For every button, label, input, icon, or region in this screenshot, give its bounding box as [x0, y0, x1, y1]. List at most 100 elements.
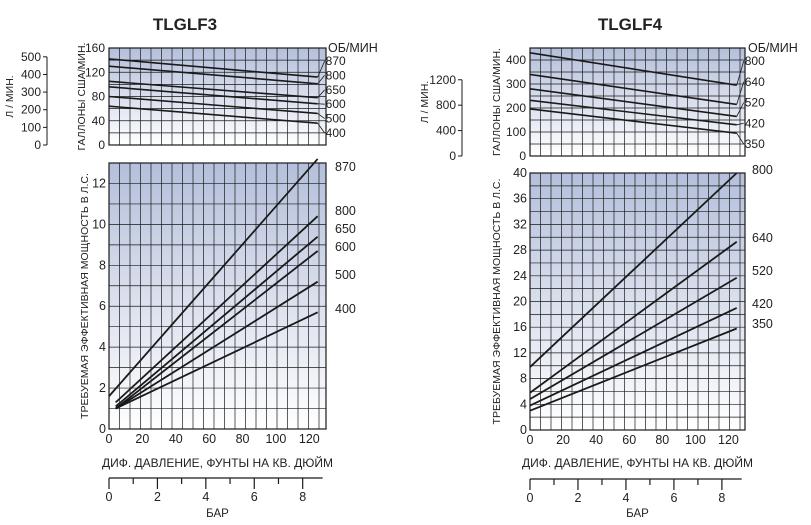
liters-tick-label: 300 — [21, 85, 41, 99]
flow-y-tick-label: 40 — [92, 114, 106, 128]
flow-series-rpm-label: 640 — [745, 75, 765, 89]
power-series-rpm-label: 520 — [752, 264, 773, 278]
power-series-rpm-label: 350 — [752, 317, 773, 331]
power-y-tick-label: 12 — [92, 176, 106, 190]
flow-series-rpm-label: 800 — [326, 68, 346, 82]
power-y-axis-label: ТРЕБУЕМАЯ ЭФФЕКТИВНАЯ МОЩНОСТЬ В Л.С. — [79, 173, 91, 419]
power-x-tick-label: 60 — [622, 433, 636, 447]
bar-tick-label: 8 — [718, 491, 725, 505]
bar-tick-label: 0 — [106, 490, 113, 504]
power-y-tick-label: 28 — [513, 243, 527, 257]
power-y-tick-label: 32 — [513, 217, 527, 231]
power-x-tick-label: 40 — [169, 432, 183, 446]
power-y-tick-label: 8 — [99, 258, 106, 272]
chart-title-tlglf4: TLGLF4 — [598, 15, 663, 34]
liters-tick-label: 400 — [21, 67, 41, 81]
power-x-tick-label: 100 — [685, 433, 706, 447]
bar-tick-label: 6 — [251, 490, 258, 504]
flow-series-rpm-label: 600 — [326, 97, 346, 111]
flow-y-tick-label: 200 — [506, 101, 526, 115]
bar-tick-label: 2 — [154, 490, 161, 504]
bar-tick-label: 0 — [527, 491, 534, 505]
flow-plot-area — [530, 48, 745, 156]
bar-tick-label: 2 — [574, 491, 581, 505]
psi-axis-label: ДИФ. ДАВЛЕНИЕ, ФУНТЫ НА КВ. ДЮЙМ — [522, 455, 753, 470]
power-series-rpm-label: 650 — [335, 222, 356, 236]
power-y-tick-label: 8 — [520, 372, 527, 386]
liters-tick-label: 500 — [21, 50, 41, 64]
power-y-tick-label: 24 — [513, 269, 527, 283]
liters-tick-label: 800 — [436, 98, 456, 112]
power-y-tick-label: 40 — [513, 166, 527, 180]
power-y-tick-label: 2 — [99, 381, 106, 395]
rpm-header-label: ОБ/МИН — [748, 41, 798, 55]
liters-tick-label: 100 — [21, 120, 41, 134]
power-y-tick-label: 6 — [99, 299, 106, 313]
flow-y-tick-label: 100 — [506, 125, 526, 139]
power-y-tick-label: 4 — [99, 340, 106, 354]
flow-y-tick-label: 400 — [506, 53, 526, 67]
bar-tick-label: 6 — [670, 491, 677, 505]
power-series-rpm-label: 400 — [335, 302, 356, 316]
flow-series-rpm-label: 800 — [745, 54, 765, 68]
flow-y-tick-label: 0 — [519, 149, 526, 163]
bar-axis-label: БАР — [626, 508, 649, 520]
power-y-axis-label: ТРЕБУЕМАЯ ЭФФЕКТИВНАЯ МОЩНОСТЬ В Л.С. — [491, 179, 503, 425]
power-series-rpm-label: 870 — [335, 160, 356, 174]
power-y-tick-label: 12 — [513, 346, 527, 360]
power-y-tick-label: 16 — [513, 320, 527, 334]
liters-tick-label: 0 — [34, 138, 41, 152]
liters-tick-label: 200 — [21, 103, 41, 117]
power-x-tick-label: 100 — [265, 432, 286, 446]
liters-tick-label: 0 — [449, 149, 456, 163]
flow-series-rpm-label: 350 — [745, 137, 765, 151]
bar-tick-label: 4 — [622, 491, 629, 505]
power-series-rpm-label: 800 — [335, 204, 356, 218]
rpm-header-label: ОБ/МИН — [328, 41, 378, 55]
flow-y-tick-label: 160 — [85, 41, 105, 55]
power-x-tick-label: 120 — [299, 432, 320, 446]
flow-gallons-axis-label: ГАЛЛОНЫ США/МИН. — [76, 43, 88, 151]
bar-tick-label: 4 — [202, 490, 209, 504]
flow-y-tick-label: 80 — [92, 90, 106, 104]
flow-series-rpm-label: 420 — [745, 116, 765, 130]
bar-axis-label: БАР — [206, 508, 229, 520]
power-y-tick-label: 20 — [513, 295, 527, 309]
power-x-tick-label: 120 — [718, 433, 739, 447]
power-x-tick-label: 0 — [527, 433, 534, 447]
flow-liters-axis-label: Л / МИН. — [419, 81, 431, 123]
power-x-tick-label: 80 — [236, 432, 250, 446]
bar-tick-label: 8 — [299, 490, 306, 504]
power-y-tick-label: 36 — [513, 192, 527, 206]
power-series-rpm-label: 420 — [752, 297, 773, 311]
power-x-tick-label: 20 — [135, 432, 149, 446]
power-y-tick-label: 10 — [92, 217, 106, 231]
power-x-tick-label: 60 — [202, 432, 216, 446]
flow-series-rpm-label: 870 — [326, 54, 346, 68]
power-series-rpm-label: 500 — [335, 268, 356, 282]
liters-tick-label: 1200 — [429, 73, 456, 87]
flow-y-tick-label: 120 — [85, 65, 105, 79]
flow-liters-axis-label: Л / МИН. — [4, 75, 16, 117]
liters-tick-label: 400 — [436, 124, 456, 138]
power-x-tick-label: 20 — [556, 433, 570, 447]
power-series-rpm-label: 640 — [752, 231, 773, 245]
power-y-tick-label: 4 — [520, 397, 527, 411]
flow-series-rpm-label: 520 — [745, 96, 765, 110]
power-x-tick-label: 80 — [655, 433, 669, 447]
flow-y-tick-label: 0 — [98, 138, 105, 152]
flow-series-rpm-label: 650 — [326, 83, 346, 97]
chart-title-tlglf3: TLGLF3 — [153, 15, 217, 34]
flow-series-rpm-label: 500 — [326, 112, 346, 126]
power-series-rpm-label: 600 — [335, 240, 356, 254]
flow-y-tick-label: 300 — [506, 77, 526, 91]
psi-axis-label: ДИФ. ДАВЛЕНИЕ, ФУНТЫ НА КВ. ДЮЙМ — [102, 455, 333, 470]
power-x-tick-label: 0 — [106, 432, 113, 446]
flow-series-rpm-label: 400 — [326, 126, 346, 140]
flow-gallons-axis-label: ГАЛЛОНЫ США/МИН. — [491, 48, 503, 156]
power-series-rpm-label: 800 — [752, 163, 773, 177]
